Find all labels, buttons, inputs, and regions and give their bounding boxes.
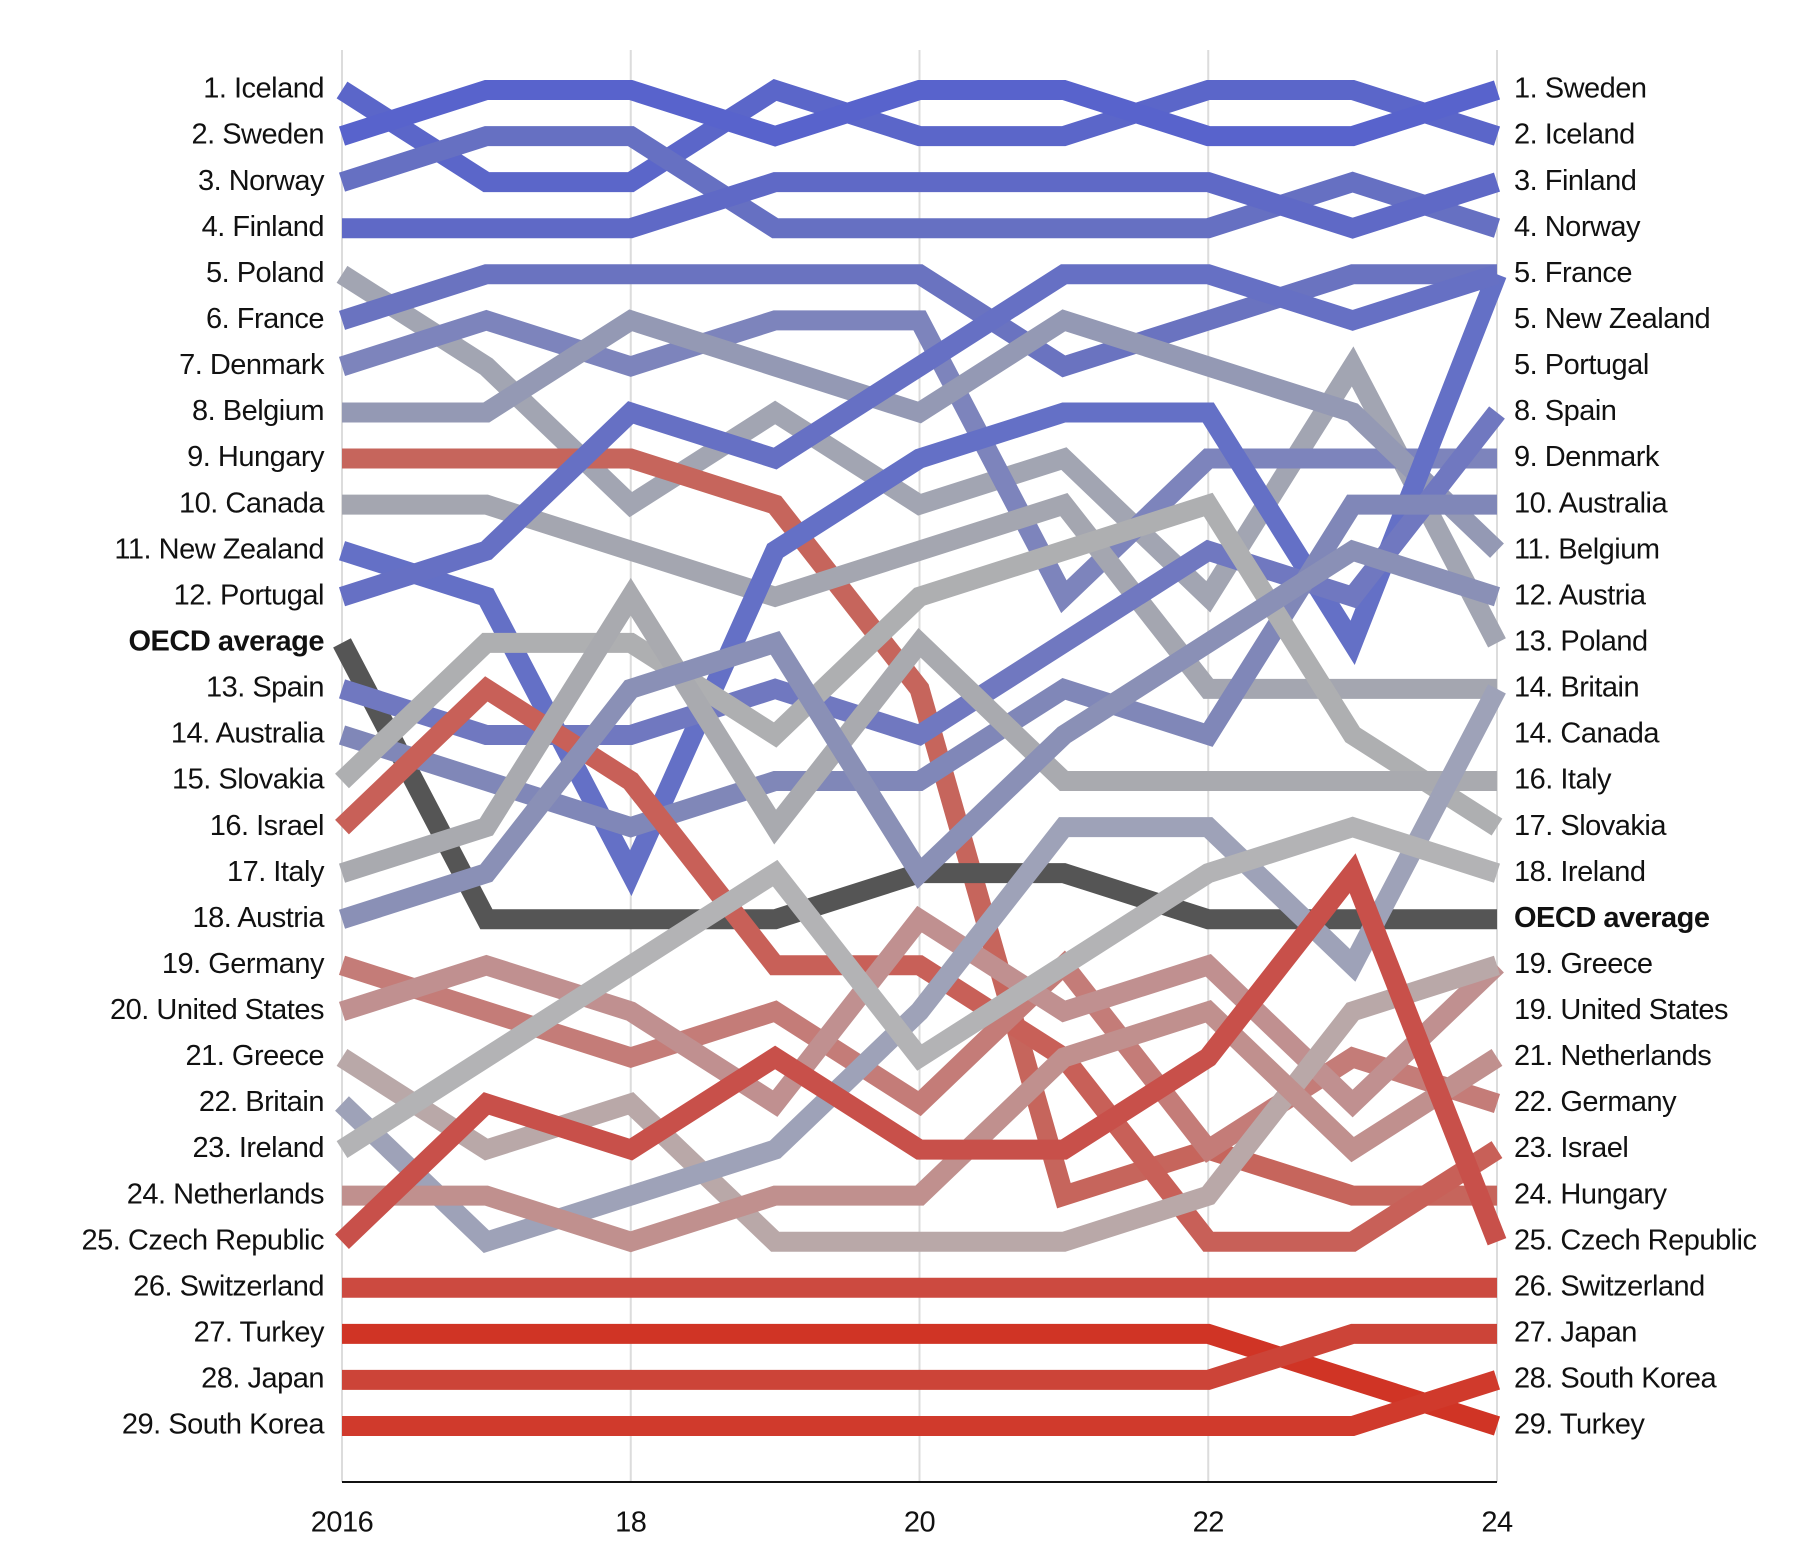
rank-line — [342, 1370, 1501, 1436]
right-label: 28. South Korea — [1514, 1363, 1717, 1395]
rank-line — [342, 1323, 1501, 1436]
left-label: 8. Belgium — [192, 395, 324, 427]
right-label: 29. Turkey — [1514, 1409, 1645, 1441]
left-label: 20. United States — [110, 994, 324, 1026]
x-tick-label: 24 — [1481, 1507, 1513, 1539]
left-label: 22. Britain — [199, 1086, 324, 1118]
left-label: 19. Germany — [162, 948, 325, 980]
x-tick-label: 20 — [904, 1507, 935, 1539]
right-label: 10. Australia — [1514, 487, 1668, 519]
right-label: 23. Israel — [1514, 1132, 1628, 1164]
right-label: 19. United States — [1514, 994, 1728, 1026]
rank-line — [338, 264, 1501, 607]
left-label: 6. France — [206, 303, 324, 335]
rank-line — [338, 126, 1501, 239]
rank-line — [338, 264, 1497, 378]
right-label: 4. Norway — [1514, 211, 1641, 243]
right-label: 5. France — [1514, 257, 1632, 289]
right-label: 11. Belgium — [1514, 533, 1660, 565]
right-label: 21. Netherlands — [1514, 1040, 1711, 1072]
rank-line — [342, 172, 1501, 239]
left-label: 24. Netherlands — [127, 1178, 324, 1210]
left-label: 16. Israel — [210, 810, 324, 842]
rank-line — [342, 448, 1497, 1209]
left-label: 15. Slovakia — [172, 764, 325, 796]
left-label: 23. Ireland — [192, 1132, 324, 1164]
right-label: 13. Poland — [1514, 625, 1648, 657]
right-label: 3. Finland — [1514, 165, 1636, 197]
left-label: 4. Finland — [202, 211, 324, 243]
right-label: 17. Slovakia — [1514, 810, 1667, 842]
right-label: 8. Spain — [1514, 395, 1616, 427]
left-label: 5. Poland — [206, 257, 324, 289]
left-label: 27. Turkey — [194, 1317, 325, 1349]
right-label: OECD average — [1514, 902, 1710, 934]
left-label: 11. New Zealand — [114, 533, 324, 565]
left-label: 9. Hungary — [187, 441, 325, 473]
right-label: 16. Italy — [1514, 764, 1612, 796]
left-label: 14. Australia — [171, 718, 325, 750]
left-label: 29. South Korea — [122, 1409, 325, 1441]
rank-line — [335, 492, 1503, 836]
left-label: 26. Switzerland — [133, 1270, 324, 1302]
x-tick-label: 22 — [1193, 1507, 1224, 1539]
right-label: 24. Hungary — [1514, 1178, 1667, 1210]
rank-line — [342, 1323, 1497, 1390]
rank-line — [342, 309, 1504, 558]
left-label: 1. Iceland — [203, 73, 324, 105]
rank-line — [342, 1000, 1503, 1253]
left-label: OECD average — [129, 625, 325, 657]
rank-line — [338, 80, 1501, 147]
right-label: 25. Czech Republic — [1514, 1224, 1756, 1256]
right-label: 14. Canada — [1514, 718, 1660, 750]
right-label: 19. Greece — [1514, 948, 1652, 980]
left-label: 12. Portugal — [174, 579, 324, 611]
rank-line — [342, 492, 1497, 699]
rank-line — [335, 676, 1503, 1252]
rank-line — [336, 79, 1501, 193]
x-tick-label: 18 — [615, 1507, 646, 1539]
right-label: 1. Sweden — [1514, 73, 1647, 105]
x-tick-label: 2016 — [311, 1507, 374, 1539]
right-label: 9. Denmark — [1514, 441, 1660, 473]
rank-line — [338, 539, 1501, 929]
rank-line — [336, 816, 1501, 1159]
right-label: 5. Portugal — [1514, 349, 1649, 381]
right-label: 18. Ireland — [1514, 856, 1646, 888]
right-label: 27. Japan — [1514, 1317, 1637, 1349]
left-label: 3. Norway — [198, 165, 325, 197]
rank-line — [336, 955, 1501, 1252]
rank-line — [338, 309, 1497, 614]
rank-line — [338, 577, 1497, 883]
left-label: 2. Sweden — [191, 119, 324, 151]
left-label: 28. Japan — [201, 1363, 324, 1395]
left-label: 25. Czech Republic — [82, 1224, 324, 1256]
left-label: 7. Denmark — [179, 349, 325, 381]
left-label: 18. Austria — [192, 902, 325, 934]
left-label: 17. Italy — [227, 856, 325, 888]
rank-line — [336, 265, 1506, 648]
left-label: 10. Canada — [179, 487, 325, 519]
rank-line — [335, 853, 1507, 1249]
right-label: 26. Switzerland — [1514, 1270, 1705, 1302]
right-label: 14. Britain — [1514, 672, 1639, 704]
right-label: 12. Austria — [1514, 579, 1647, 611]
right-label: 2. Iceland — [1514, 119, 1635, 151]
right-label: 5. New Zealand — [1514, 303, 1710, 335]
right-label: 22. Germany — [1514, 1086, 1677, 1118]
left-label: 21. Greece — [186, 1040, 324, 1072]
left-label: 13. Spain — [206, 672, 324, 704]
